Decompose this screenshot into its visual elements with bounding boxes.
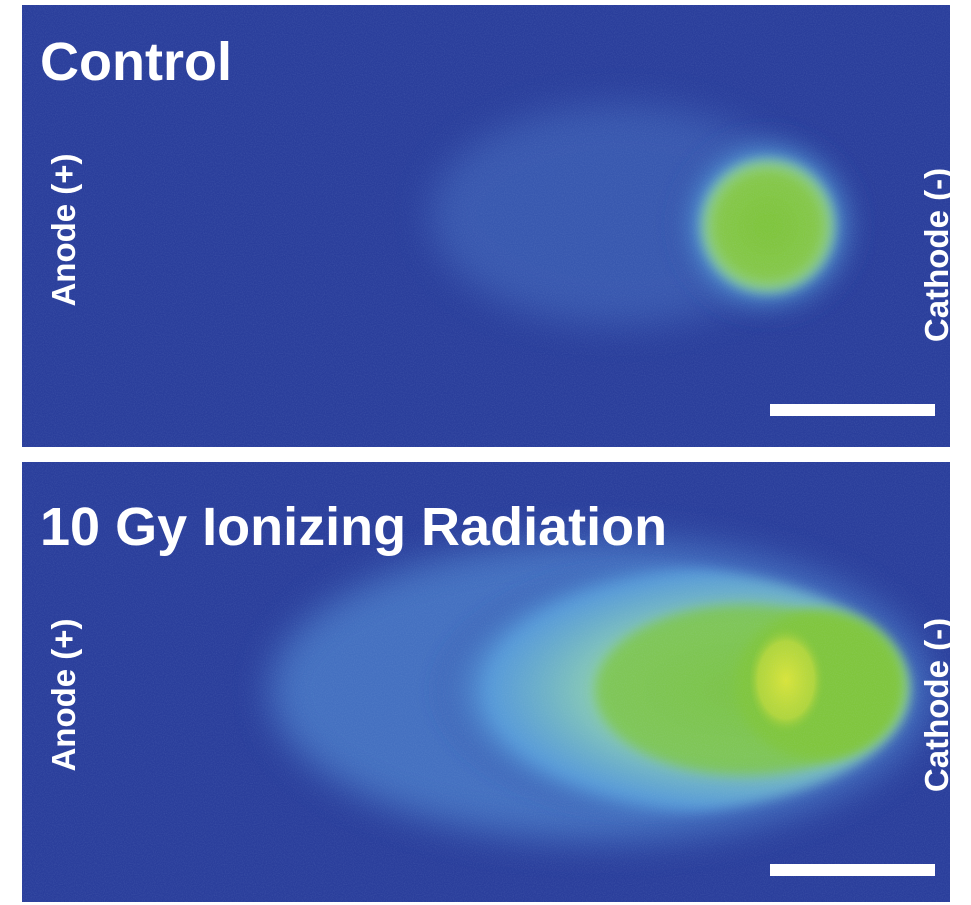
anode-label: Anode (+) xyxy=(45,618,82,771)
panel-title: 10 Gy Ionizing Radiation xyxy=(40,497,667,557)
cathode-label: Cathode (-) xyxy=(918,168,955,342)
figure: Control Anode (+) Cathode (-) 10 Gy Ioni… xyxy=(0,0,971,905)
panel-title: Control xyxy=(40,32,232,92)
scale-bar xyxy=(770,404,935,416)
scale-bar xyxy=(770,864,935,876)
anode-label: Anode (+) xyxy=(45,153,82,306)
cathode-label: Cathode (-) xyxy=(918,618,955,792)
